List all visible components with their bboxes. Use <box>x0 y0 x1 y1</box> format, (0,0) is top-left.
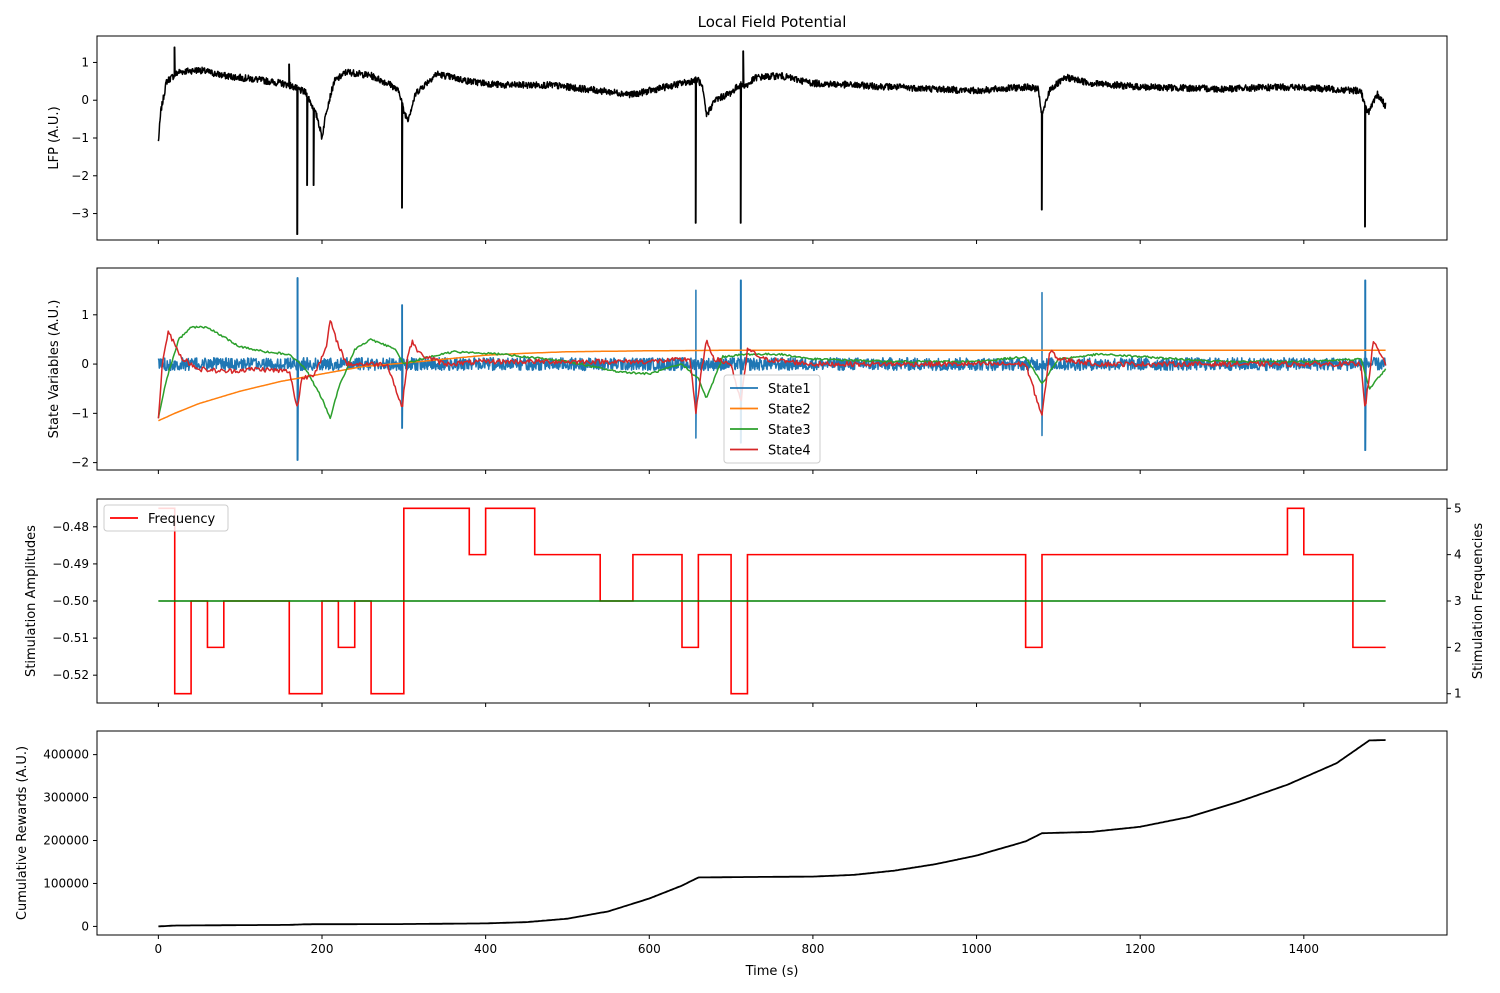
y-axis-label: LFP (A.U.) <box>47 106 62 169</box>
axes-frame <box>96 730 1448 936</box>
axes-frame <box>96 35 1448 241</box>
legend-box <box>723 374 821 464</box>
legend-box <box>103 504 229 532</box>
legend-label-state3: State3 <box>768 423 811 438</box>
y-right-tick-label: 5 <box>1454 501 1462 515</box>
y-tick-label: 0 <box>81 357 89 371</box>
axes-frame <box>96 498 1448 704</box>
y-tick-label: −3 <box>71 207 89 221</box>
x-tick-label: 1200 <box>1125 942 1156 956</box>
cumulative-rewards-panel: 0 200 400 600 800 1000 1200 1400 0 100000 200000 30… <box>15 730 1448 956</box>
x-tick-label: 200 <box>311 942 334 956</box>
stimulation-panel: −0.48 −0.49 −0.50 −0.51 −0.52 1 2 3 4 5 Stimulatio… <box>24 498 1486 707</box>
x-axis-label: Time (s) <box>745 964 799 979</box>
state-variables-panel: 1 0 −1 −2 State Variables (A.U.) State1 State2… <box>47 267 1448 474</box>
legend-label-state4: State4 <box>768 444 811 459</box>
legend-label-state2: State2 <box>768 403 811 418</box>
y-tick-label: 300000 <box>43 791 89 805</box>
lfp-line <box>157 46 1387 236</box>
lfp-panel: 1 0 −1 −2 −3 LFP (A.U.) <box>47 35 1448 244</box>
legend: State1 State2 State3 State4 <box>723 374 821 464</box>
y-tick-label: 100000 <box>43 876 89 890</box>
y-tick-label: 0 <box>81 93 89 107</box>
series-line-state2 <box>158 349 1386 422</box>
y-tick-label: −0.48 <box>52 520 89 534</box>
y-right-axis-label: Stimulation Frequencies <box>1471 523 1486 680</box>
y-axis-label: Stimulation Amplitudes <box>24 525 39 677</box>
x-tick-label: 600 <box>638 942 661 956</box>
y-tick-label: −2 <box>71 456 89 470</box>
figure-title: Local Field Potential <box>698 13 847 31</box>
y-right-tick-label: 2 <box>1454 640 1462 654</box>
y-right-tick-label: 1 <box>1454 687 1462 701</box>
legend-label-frequency: Frequency <box>148 512 215 527</box>
legend: Frequency <box>103 504 229 532</box>
y-tick-label: −0.52 <box>52 668 89 682</box>
y-axis-label: Cumulative Rewards (A.U.) <box>15 746 30 920</box>
plot-area <box>158 739 1386 928</box>
y-tick-label: −0.50 <box>52 594 89 608</box>
x-tick-label: 1000 <box>961 942 992 956</box>
y-tick-label: 1 <box>81 55 89 69</box>
y-tick-label: −2 <box>71 169 89 183</box>
y-tick-label: 200000 <box>43 834 89 848</box>
x-tick-label: 1400 <box>1289 942 1320 956</box>
axes-frame <box>96 267 1448 471</box>
y-tick-label: −0.51 <box>52 631 89 645</box>
y-right-tick-label: 3 <box>1454 594 1462 608</box>
plot-area <box>157 46 1387 236</box>
plot-area <box>158 507 1386 695</box>
y-tick-label: −1 <box>71 406 89 420</box>
plot-area <box>157 277 1387 461</box>
series-line-state3 <box>157 325 1387 420</box>
cumulative-rewards-line <box>158 739 1386 928</box>
y-tick-label: 0 <box>81 919 89 933</box>
y-tick-label: −1 <box>71 131 89 145</box>
y-tick-label: 1 <box>81 308 89 322</box>
y-right-tick-label: 4 <box>1454 548 1462 562</box>
series-line-state4 <box>157 320 1387 419</box>
y-axis-label: State Variables (A.U.) <box>47 300 62 439</box>
y-tick-label: 400000 <box>43 748 89 762</box>
x-tick-label: 800 <box>801 942 824 956</box>
y-tick-label: −0.49 <box>52 557 89 571</box>
legend-label-state1: State1 <box>768 382 811 397</box>
x-tick-label: 400 <box>474 942 497 956</box>
x-tick-label: 0 <box>155 942 163 956</box>
